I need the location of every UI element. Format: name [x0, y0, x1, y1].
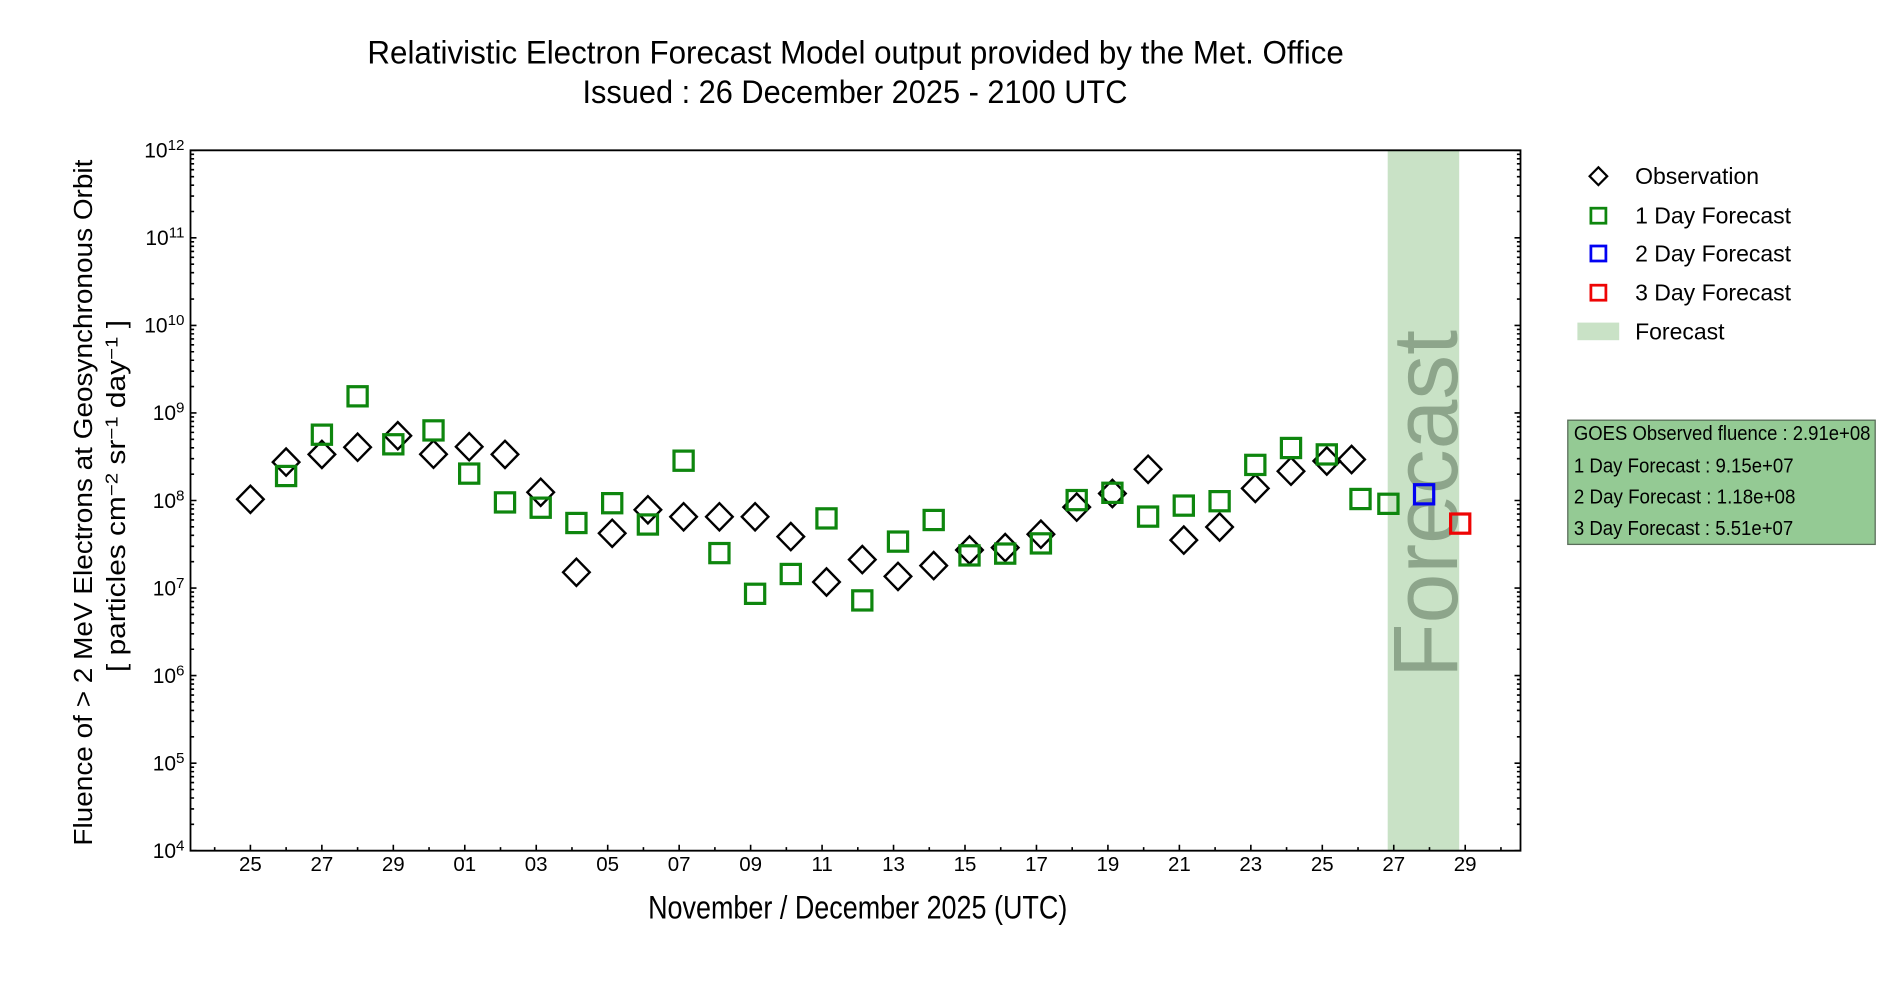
svg-text:Relativistic Electron Forecast: Relativistic Electron Forecast Model out…: [367, 35, 1343, 71]
svg-text:25: 25: [1311, 853, 1334, 876]
svg-text:GOES Observed fluence : 2.91e+: GOES Observed fluence : 2.91e+08: [1574, 423, 1871, 445]
svg-text:Observation: Observation: [1635, 163, 1759, 189]
svg-text:Fluence of > 2 MeV Electrons a: Fluence of > 2 MeV Electrons at Geosynch…: [70, 160, 98, 846]
svg-text:2 Day Forecast : 1.18e+08: 2 Day Forecast : 1.18e+08: [1574, 487, 1796, 509]
svg-text:3 Day Forecast: 3 Day Forecast: [1635, 280, 1792, 306]
svg-text:November / December 2025 (UTC): November / December 2025 (UTC): [648, 890, 1067, 926]
svg-text:27: 27: [1382, 853, 1405, 876]
svg-text:Forecast: Forecast: [1635, 318, 1725, 344]
svg-text:29: 29: [382, 853, 405, 876]
svg-text:05: 05: [596, 853, 619, 876]
svg-text:11: 11: [811, 853, 832, 876]
svg-text:01: 01: [453, 853, 476, 876]
svg-text:09: 09: [739, 853, 762, 876]
svg-text:Issued : 26 December 2025 - 21: Issued : 26 December 2025 - 2100 UTC: [583, 74, 1128, 110]
svg-text:23: 23: [1239, 853, 1262, 876]
svg-text:25: 25: [239, 853, 262, 876]
svg-text:1 Day Forecast: 1 Day Forecast: [1635, 203, 1792, 229]
svg-text:29: 29: [1454, 853, 1477, 876]
svg-text:1 Day Forecast : 9.15e+07: 1 Day Forecast : 9.15e+07: [1574, 455, 1794, 477]
svg-text:17: 17: [1025, 853, 1048, 876]
svg-text:15: 15: [954, 853, 977, 876]
svg-text:13: 13: [882, 853, 905, 876]
svg-text:2 Day Forecast: 2 Day Forecast: [1635, 240, 1792, 266]
svg-text:21: 21: [1168, 853, 1191, 876]
svg-text:03: 03: [525, 853, 548, 876]
svg-text:1010: 1010: [144, 312, 184, 338]
svg-text:19: 19: [1096, 853, 1119, 876]
svg-text:27: 27: [310, 853, 333, 876]
svg-text:3 Day Forecast : 5.51e+07: 3 Day Forecast : 5.51e+07: [1574, 518, 1793, 540]
svg-text:07: 07: [668, 853, 691, 876]
